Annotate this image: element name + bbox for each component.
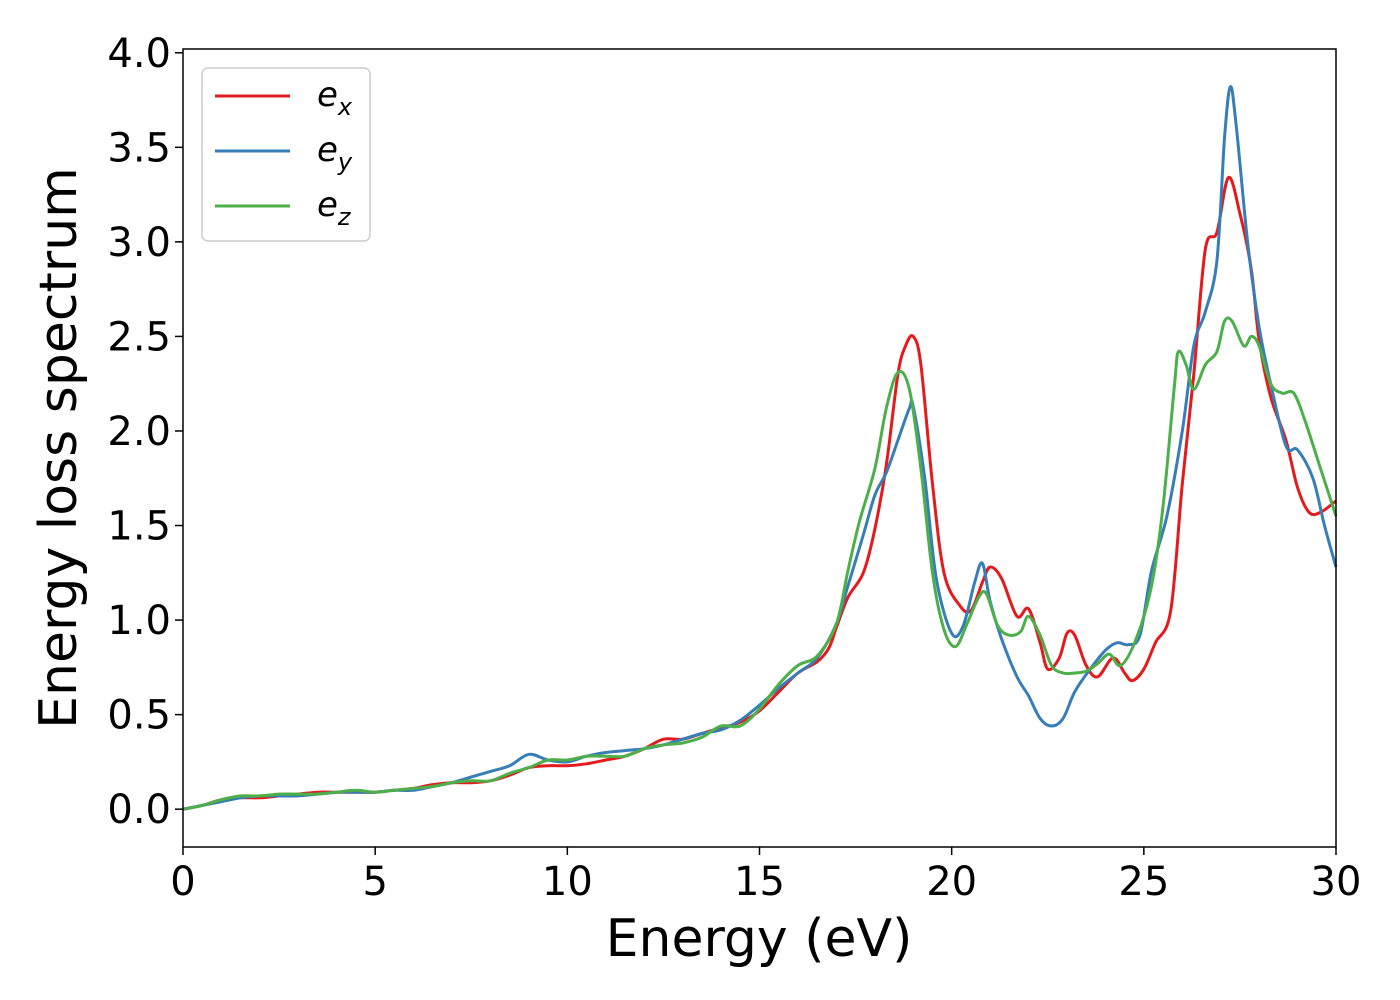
legend-label-ey: ey bbox=[317, 130, 353, 176]
x-tick-label: 30 bbox=[1311, 859, 1362, 905]
y-tick-label: 4.0 bbox=[107, 31, 171, 77]
legend-label-base: e bbox=[317, 185, 338, 225]
x-tick-label: 20 bbox=[926, 859, 977, 905]
legend-box bbox=[201, 67, 371, 242]
y-axis-label: Energy loss spectrum bbox=[29, 167, 89, 729]
series-line-ez bbox=[182, 316, 1338, 811]
x-tick-label: 15 bbox=[734, 859, 785, 905]
legend-label-subscript: x bbox=[337, 93, 353, 121]
series-lines bbox=[182, 85, 1338, 811]
y-tick-label: 3.5 bbox=[107, 125, 171, 171]
y-axis: 0.0 0.5 1.0 1.5 2.0 2.5 3.0 3.5 4.0 bbox=[107, 31, 183, 833]
legend-label-ez: ez bbox=[317, 185, 352, 231]
y-tick-label: 0.5 bbox=[107, 693, 171, 739]
legend-label-ex: ex bbox=[317, 75, 353, 121]
y-tick-label: 0.0 bbox=[107, 787, 171, 833]
y-tick-label: 1.5 bbox=[107, 504, 171, 550]
y-tick-label: 2.0 bbox=[107, 409, 171, 455]
x-tick-label: 5 bbox=[362, 859, 387, 905]
x-tick-label: 25 bbox=[1118, 859, 1169, 905]
y-tick-label: 3.0 bbox=[107, 220, 171, 266]
legend-label-subscript: y bbox=[337, 148, 353, 176]
y-tick-label: 2.5 bbox=[107, 314, 171, 360]
y-tick-label: 1.0 bbox=[107, 598, 171, 644]
x-axis: 0 5 10 15 20 25 30 bbox=[170, 847, 1361, 905]
x-axis-label: Energy (eV) bbox=[606, 909, 913, 969]
legend-label-base: e bbox=[317, 75, 338, 115]
legend-label-subscript: z bbox=[337, 203, 352, 231]
x-tick-label: 0 bbox=[170, 859, 195, 905]
x-tick-label: 10 bbox=[542, 859, 593, 905]
legend-label-base: e bbox=[317, 130, 338, 170]
